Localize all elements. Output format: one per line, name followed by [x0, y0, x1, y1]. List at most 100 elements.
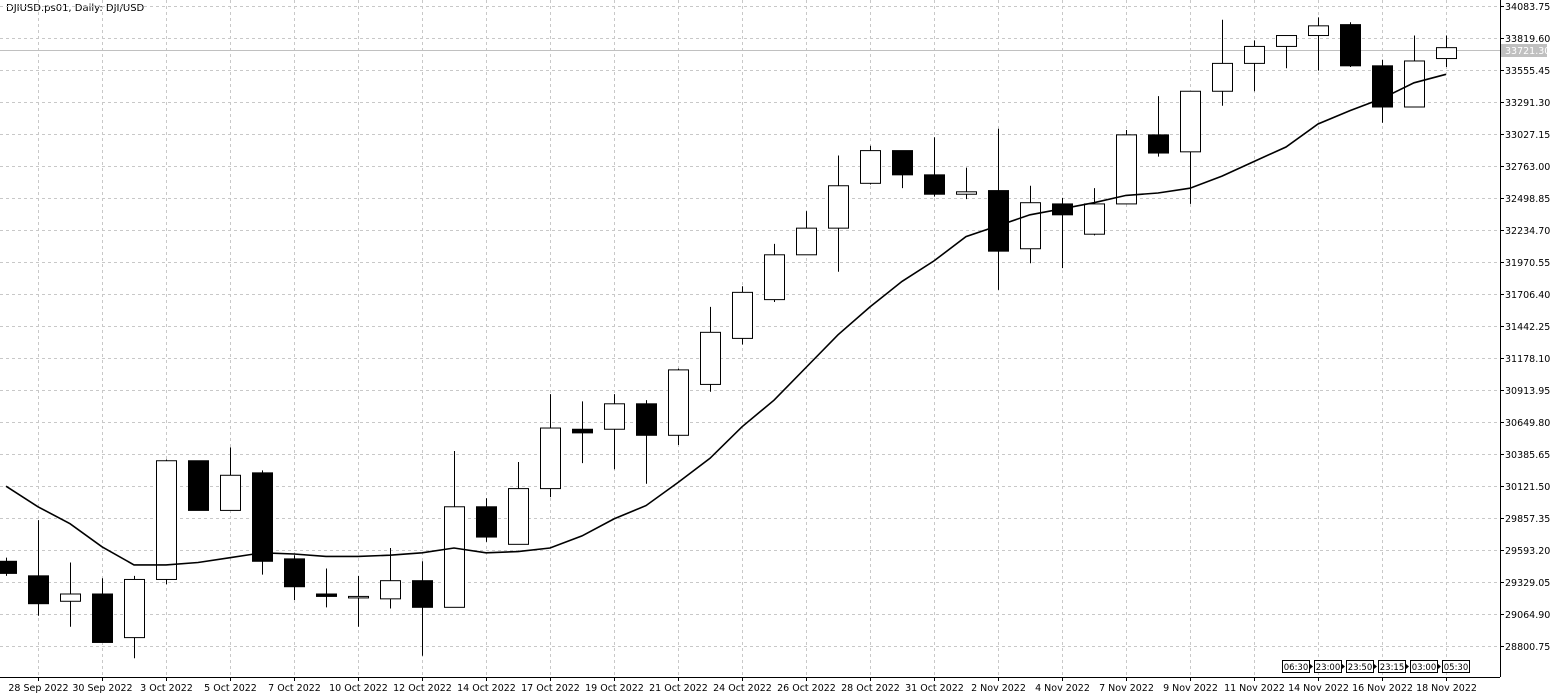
- bear-candle: [476, 506, 497, 538]
- bull-candle: [1308, 25, 1329, 37]
- x-tick-label: 21 Oct 2022: [649, 683, 708, 694]
- x-tick-label: 31 Oct 2022: [905, 683, 964, 694]
- x-tick-label: 12 Oct 2022: [393, 683, 452, 694]
- bull-candle: [1404, 60, 1425, 108]
- y-tick-label: 31178.10: [1505, 354, 1550, 365]
- countdown-arrow: [1374, 664, 1377, 669]
- bull-candle: [700, 331, 721, 385]
- bear-candle: [28, 575, 49, 605]
- x-tick-label: 14 Oct 2022: [457, 683, 516, 694]
- bull-candle: [380, 580, 401, 600]
- bull-candle: [348, 595, 369, 599]
- bull-candle: [444, 506, 465, 608]
- bull-candle: [956, 191, 977, 195]
- countdown-timer-label: 03:00: [1412, 663, 1437, 673]
- countdown-arrow: [1406, 664, 1409, 669]
- y-tick-label: 33819.60: [1505, 34, 1550, 45]
- current-price-label: 33721.30: [1505, 46, 1550, 57]
- bull-candle: [732, 291, 753, 339]
- y-tick-label: 30913.95: [1505, 386, 1550, 397]
- x-tick-label: 11 Nov 2022: [1224, 683, 1285, 694]
- bear-candle: [284, 558, 305, 588]
- x-tick-label: 24 Oct 2022: [713, 683, 772, 694]
- y-tick-label: 28800.75: [1505, 642, 1550, 653]
- countdown-timer-label: 06:30: [1284, 663, 1309, 673]
- y-tick-label: 29857.35: [1505, 514, 1550, 525]
- y-tick-label: 31706.40: [1505, 290, 1550, 301]
- countdown-timer-label: 23:15: [1380, 663, 1405, 673]
- x-tick-label: 7 Oct 2022: [268, 683, 321, 694]
- x-tick-label: 17 Oct 2022: [521, 683, 580, 694]
- x-tick-label: 18 Nov 2022: [1416, 683, 1477, 694]
- y-tick-label: 31442.25: [1505, 322, 1550, 333]
- countdown-arrow: [1310, 664, 1313, 669]
- x-tick-label: 16 Nov 2022: [1352, 683, 1413, 694]
- x-tick-label: 19 Oct 2022: [585, 683, 644, 694]
- y-tick-label: 30649.80: [1505, 418, 1550, 429]
- bull-candle: [124, 578, 145, 639]
- bull-candle: [1244, 45, 1265, 64]
- bull-candle: [604, 403, 625, 430]
- countdown-timer-box: [1314, 660, 1342, 673]
- x-tick-label: 28 Oct 2022: [841, 683, 900, 694]
- current-price-tag: [1501, 44, 1547, 57]
- y-tick-label: 32763.00: [1505, 162, 1550, 173]
- bull-candle: [1116, 134, 1137, 205]
- bear-candle: [412, 580, 433, 608]
- countdown-timer-box: [1378, 660, 1406, 673]
- countdown-timer-box: [1282, 660, 1310, 673]
- y-tick-label: 31970.55: [1505, 258, 1550, 269]
- bear-candle: [92, 593, 113, 643]
- bear-candle: [316, 593, 337, 597]
- bull-candle: [668, 369, 689, 436]
- x-tick-label: 5 Oct 2022: [204, 683, 257, 694]
- bear-candle: [0, 560, 17, 574]
- bull-candle: [796, 227, 817, 256]
- y-tick-label: 34083.75: [1505, 2, 1550, 13]
- bear-candle: [572, 428, 593, 434]
- countdown-timer-label: 23:00: [1316, 663, 1341, 673]
- x-tick-label: 3 Oct 2022: [140, 683, 193, 694]
- bull-candle: [1212, 62, 1233, 92]
- x-tick-label: 4 Nov 2022: [1035, 683, 1090, 694]
- bull-candle: [508, 488, 529, 545]
- bull-candle: [1276, 35, 1297, 47]
- bear-candle: [924, 174, 945, 195]
- bull-candle: [828, 185, 849, 229]
- bull-candle: [156, 460, 177, 580]
- x-tick-label: 9 Nov 2022: [1163, 683, 1218, 694]
- x-tick-label: 30 Sep 2022: [72, 683, 132, 694]
- countdown-arrow: [1342, 664, 1345, 669]
- y-tick-label: 33291.30: [1505, 98, 1550, 109]
- x-tick-label: 14 Nov 2022: [1288, 683, 1349, 694]
- countdown-timer-box: [1410, 660, 1438, 673]
- y-tick-label: 29593.20: [1505, 546, 1550, 557]
- bull-candle: [764, 254, 785, 301]
- y-tick-label: 33027.15: [1505, 130, 1550, 141]
- countdown-timer-label: 05:30: [1444, 663, 1469, 673]
- bull-candle: [1180, 90, 1201, 153]
- y-tick-label: 33555.45: [1505, 66, 1550, 77]
- bear-candle: [1372, 65, 1393, 108]
- bear-candle: [252, 472, 273, 562]
- x-tick-label: 26 Oct 2022: [777, 683, 836, 694]
- countdown-timer-label: 23:50: [1348, 663, 1373, 673]
- bear-candle: [988, 190, 1009, 252]
- chart-title: DJIUSD.ps01, Daily: DJI/USD: [6, 3, 145, 14]
- bull-candle: [1436, 47, 1457, 60]
- y-tick-label: 30121.50: [1505, 482, 1550, 493]
- bull-candle: [220, 474, 241, 511]
- bull-candle: [1084, 203, 1105, 235]
- y-tick-label: 32234.70: [1505, 226, 1550, 237]
- x-tick-label: 2 Nov 2022: [971, 683, 1026, 694]
- bear-candle: [188, 460, 209, 511]
- bear-candle: [636, 403, 657, 436]
- bear-candle: [1340, 24, 1361, 67]
- y-tick-label: 29064.90: [1505, 610, 1550, 621]
- moving-average-line: [5, 73, 1447, 566]
- bull-candle: [1020, 202, 1041, 250]
- y-tick-label: 30385.65: [1505, 450, 1550, 461]
- countdown-timer-box: [1346, 660, 1374, 673]
- x-tick-label: 10 Oct 2022: [329, 683, 388, 694]
